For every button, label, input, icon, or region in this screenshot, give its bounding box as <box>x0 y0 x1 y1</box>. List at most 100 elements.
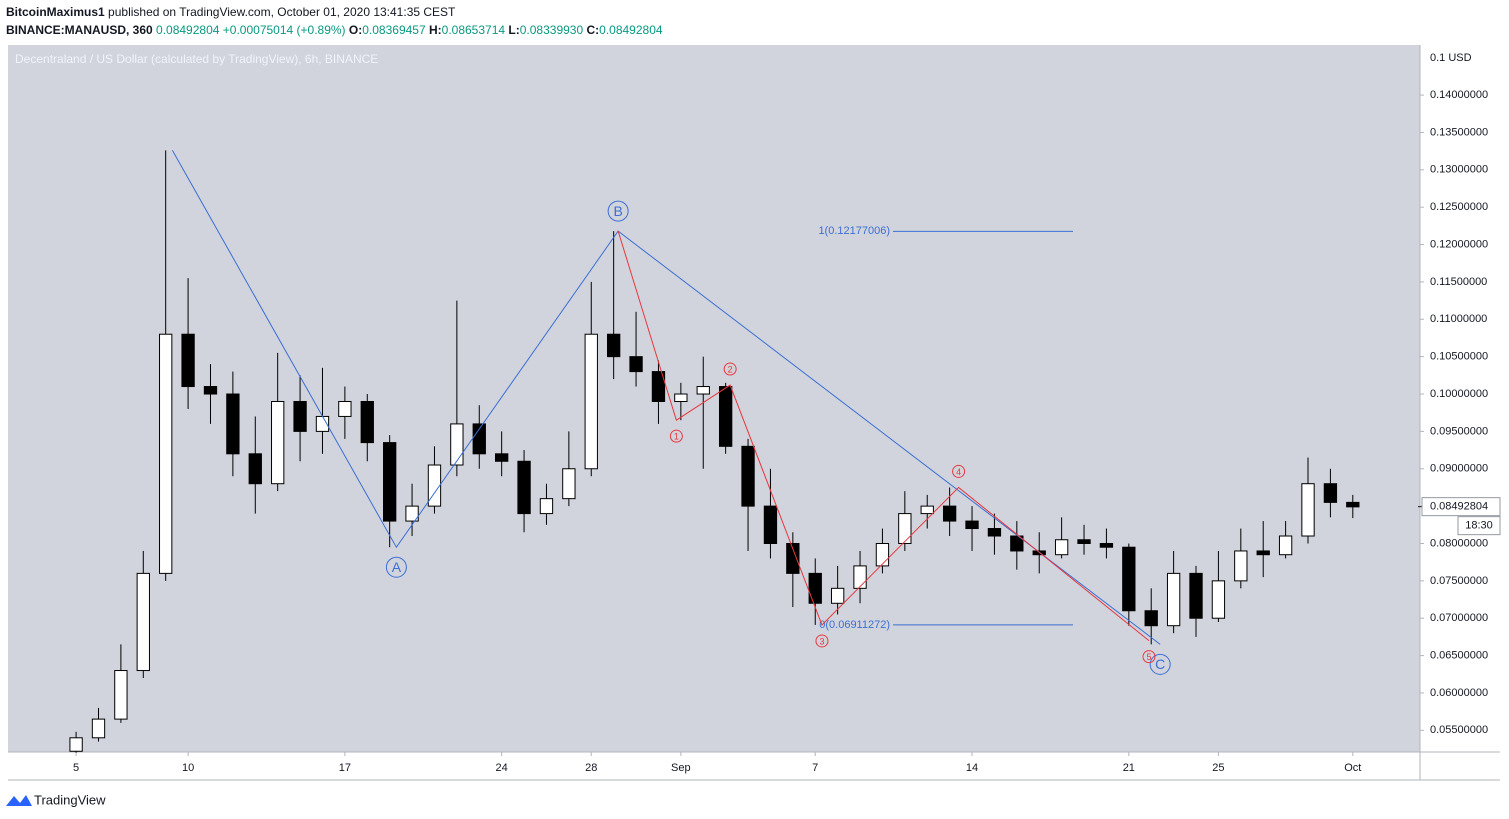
wave-label: 5 <box>1146 652 1151 662</box>
wave-label: 1 <box>674 432 679 442</box>
publish-line: BitcoinMaximus1 published on TradingView… <box>6 5 455 19</box>
candle-body <box>69 737 83 752</box>
y-tick-label: 0.06000000 <box>1430 687 1488 699</box>
candle-body <box>181 333 195 388</box>
candle-body <box>584 333 598 470</box>
candle-body <box>763 505 778 544</box>
candle-body <box>875 542 890 567</box>
x-tick-label: 28 <box>585 762 597 774</box>
y-tick-label: 0.13000000 <box>1430 164 1488 176</box>
wave-label-circle <box>952 464 966 478</box>
change: +0.00075014 (+0.89%) <box>222 23 346 37</box>
candle-body <box>1301 483 1315 537</box>
fib-label: 1(0.12177006) <box>818 225 890 237</box>
candle-body <box>1144 610 1158 627</box>
wave-label-circle <box>1142 650 1156 664</box>
y-tick-label: 0.13500000 <box>1430 126 1488 138</box>
candle-body <box>1077 539 1091 544</box>
y-tick-label: 0.09000000 <box>1430 463 1488 475</box>
y-tick-label: 0.08000000 <box>1430 537 1488 549</box>
x-tick-label: 25 <box>1212 762 1224 774</box>
candle-body <box>293 400 307 432</box>
wave-line <box>171 150 1161 645</box>
wave-label-circle <box>607 200 629 222</box>
author: BitcoinMaximus1 <box>6 5 105 19</box>
y-tick-label: 0.09500000 <box>1430 425 1488 437</box>
candle-body <box>159 333 173 574</box>
candle-body <box>226 393 240 455</box>
candle-body <box>1346 501 1360 508</box>
y-tick-label: 0.12500000 <box>1430 201 1488 213</box>
candle-body <box>114 670 128 720</box>
wave-label-circle <box>669 429 683 443</box>
y-tick-label: 0.11000000 <box>1430 313 1487 325</box>
y-tick-label: 0.12000000 <box>1430 238 1488 250</box>
candle-body <box>1189 572 1203 619</box>
wave-label: C <box>1155 656 1165 672</box>
candle-body <box>898 513 912 544</box>
countdown: 18:30 <box>1465 520 1493 532</box>
y-tick-label: 0.07000000 <box>1430 612 1488 624</box>
candle-body <box>427 464 442 507</box>
wave-line <box>617 230 1150 642</box>
y-tick-label: 0.11500000 <box>1430 276 1487 288</box>
wave-label-circle <box>1149 653 1171 675</box>
candle-body <box>718 386 733 447</box>
x-tick-label: 14 <box>966 762 978 774</box>
l-value: 0.08339930 <box>519 23 584 37</box>
y-tick-label: 0.07500000 <box>1430 575 1488 587</box>
candle-body <box>338 400 352 417</box>
x-tick-label: Oct <box>1344 762 1361 774</box>
h-key: H: <box>428 23 442 37</box>
candle-body <box>830 587 845 604</box>
candle-body <box>1166 572 1181 627</box>
plot-area <box>8 45 1420 752</box>
candle-body <box>1099 542 1114 548</box>
candle-body <box>562 468 576 500</box>
wave-label: 4 <box>956 467 961 477</box>
c-value: 0.08492804 <box>599 23 663 37</box>
candle-body <box>517 460 531 515</box>
h-value: 0.08653714 <box>441 23 506 37</box>
candle-body <box>203 386 218 395</box>
wave-label: B <box>613 203 622 219</box>
candle-body <box>1054 539 1069 556</box>
candle-body <box>965 520 979 530</box>
x-tick-label: 17 <box>339 762 351 774</box>
symbol-line: BINANCE:MANAUSD, 360 0.08492804 +0.00075… <box>6 23 663 37</box>
candle-body <box>360 400 374 444</box>
candle-body <box>629 356 643 373</box>
wave-label: A <box>392 559 402 575</box>
chart-legend: Decentraland / US Dollar (calculated by … <box>15 52 378 66</box>
candle-body <box>741 445 755 507</box>
y-tick-label: 0.14000000 <box>1430 89 1488 101</box>
x-tick-label: 21 <box>1123 762 1135 774</box>
countdown-box <box>1457 516 1501 536</box>
c-key: C: <box>586 23 600 37</box>
last-price-label: 0.08492804 <box>1430 501 1488 513</box>
l-key: L: <box>508 23 520 37</box>
o-key: O: <box>348 23 363 37</box>
candle-body <box>920 505 934 515</box>
publish-info: published on TradingView.com, October 01… <box>108 5 456 19</box>
candle-body <box>136 572 150 672</box>
candle-body <box>786 542 800 574</box>
wave-label-circle <box>385 556 407 578</box>
candle-body <box>248 453 262 485</box>
candle-body <box>606 333 621 358</box>
candle-body <box>1256 550 1270 556</box>
wave-label: 2 <box>728 364 733 374</box>
y-tick-label: 0.06500000 <box>1430 649 1488 661</box>
o-value: 0.08369457 <box>362 23 426 37</box>
x-tick-label: 24 <box>496 762 508 774</box>
candle-body <box>1278 535 1293 556</box>
wave-label-circle <box>815 634 829 648</box>
y-tick-label: 0.05500000 <box>1430 724 1488 736</box>
candle-body <box>472 423 486 455</box>
fib-label: 0(0.06911272) <box>819 619 890 631</box>
candle-body <box>450 423 464 466</box>
candle-body <box>1211 580 1226 619</box>
wave-label: 3 <box>819 636 824 646</box>
